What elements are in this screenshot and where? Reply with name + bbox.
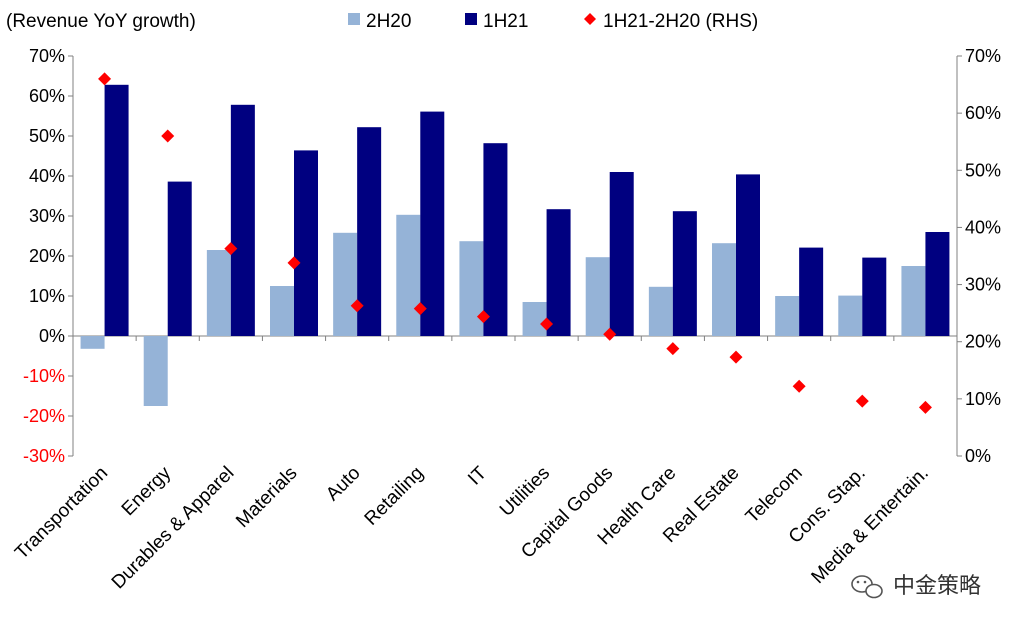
right-tick-label: 50%	[965, 160, 1001, 180]
marker-diff	[666, 342, 680, 356]
marker-diff	[540, 317, 554, 331]
category-label: Energy	[118, 462, 176, 520]
right-tick-label: 40%	[965, 217, 1001, 237]
legend-label-1h21: 1H21	[483, 11, 528, 32]
bar-1h21	[609, 172, 634, 336]
watermark: 中金策略	[851, 573, 981, 599]
axes	[68, 55, 962, 457]
bar-1h21	[357, 127, 382, 336]
right-tick-label: 0%	[965, 446, 991, 466]
category-label: Transportation	[11, 463, 112, 564]
marker-diff	[792, 379, 806, 393]
legend: 2H20 1H21 1H21-2H20 (RHS)	[348, 11, 758, 32]
left-tick-label: 50%	[29, 126, 65, 146]
category-label: Utilities	[496, 463, 554, 521]
category-label: Media & Entertain.	[808, 463, 933, 588]
legend-marker-diff	[584, 13, 596, 25]
chart-title: (Revenue YoY growth)	[6, 11, 196, 32]
bar-2h20	[775, 296, 800, 336]
bar-1h21	[736, 174, 760, 336]
marker-diff	[161, 129, 175, 143]
left-tick-label: 10%	[29, 286, 65, 306]
bar-1h21	[420, 111, 445, 336]
wechat-icon	[851, 575, 883, 599]
bar-1h21	[672, 211, 697, 336]
marker-diff	[476, 310, 490, 324]
marker-diff	[729, 350, 743, 364]
bar-1h21	[104, 84, 129, 336]
tick-labels: -30% -20% -10% 0% 10% 20% 30% 40% 50% 60% 70% 0% 10%…	[23, 46, 1001, 466]
bars	[80, 84, 950, 406]
bar-2h20	[901, 266, 926, 336]
bar-2h20	[712, 243, 736, 336]
marker-diff	[287, 256, 301, 270]
left-tick-label: 60%	[29, 86, 65, 106]
right-tick-label: 20%	[965, 332, 1001, 352]
bar-2h20	[270, 286, 294, 336]
left-tick-label: 20%	[29, 246, 65, 266]
bar-1h21	[862, 257, 887, 336]
left-tick-label: -30%	[23, 446, 65, 466]
right-tick-label: 10%	[965, 389, 1001, 409]
category-label: Retailing	[361, 463, 428, 530]
bar-2h20	[206, 250, 231, 336]
watermark-text: 中金策略	[893, 573, 981, 598]
legend-label-diff: 1H21-2H20 (RHS)	[603, 11, 758, 32]
left-tick-label: -20%	[23, 406, 65, 426]
bar-2h20	[522, 302, 547, 336]
category-label: IT	[464, 462, 491, 489]
bar-2h20	[838, 295, 863, 336]
category-label: Durables & Apparel	[108, 463, 239, 594]
bar-2h20	[648, 286, 673, 336]
legend-label-2h20: 2H20	[366, 11, 411, 32]
bar-2h20	[80, 336, 105, 349]
bar-2h20	[459, 241, 484, 336]
marker-diff	[98, 72, 112, 86]
category-label: Auto	[322, 463, 364, 505]
bar-2h20	[143, 336, 168, 406]
bar-1h21	[483, 143, 508, 336]
left-tick-label: 0%	[39, 326, 65, 346]
marker-diff	[918, 400, 932, 414]
category-label: Telecom	[742, 463, 807, 528]
bar-1h21	[799, 247, 824, 336]
marker-diff	[350, 299, 364, 313]
bar-1h21	[230, 104, 255, 336]
right-tick-label: 60%	[965, 103, 1001, 123]
left-tick-label: 40%	[29, 166, 65, 186]
left-tick-label: 70%	[29, 46, 65, 66]
bar-2h20	[585, 257, 610, 336]
bar-1h21	[167, 181, 192, 336]
legend-swatch-2h20	[348, 13, 360, 25]
bar-2h20	[333, 232, 358, 336]
bar-1h21	[294, 150, 318, 336]
right-tick-label: 30%	[965, 275, 1001, 295]
legend-swatch-1h21	[465, 13, 477, 25]
marker-diff	[855, 394, 869, 408]
bar-2h20	[396, 214, 421, 336]
marker-diff	[224, 242, 238, 256]
bar-1h21	[925, 232, 950, 336]
marker-diff	[413, 302, 427, 316]
left-tick-label: -10%	[23, 366, 65, 386]
bar-1h21	[546, 209, 571, 336]
right-tick-label: 70%	[965, 46, 1001, 66]
marker-diff	[603, 327, 617, 341]
category-label: Materials	[232, 463, 301, 532]
left-tick-label: 30%	[29, 206, 65, 226]
markers	[98, 72, 932, 414]
